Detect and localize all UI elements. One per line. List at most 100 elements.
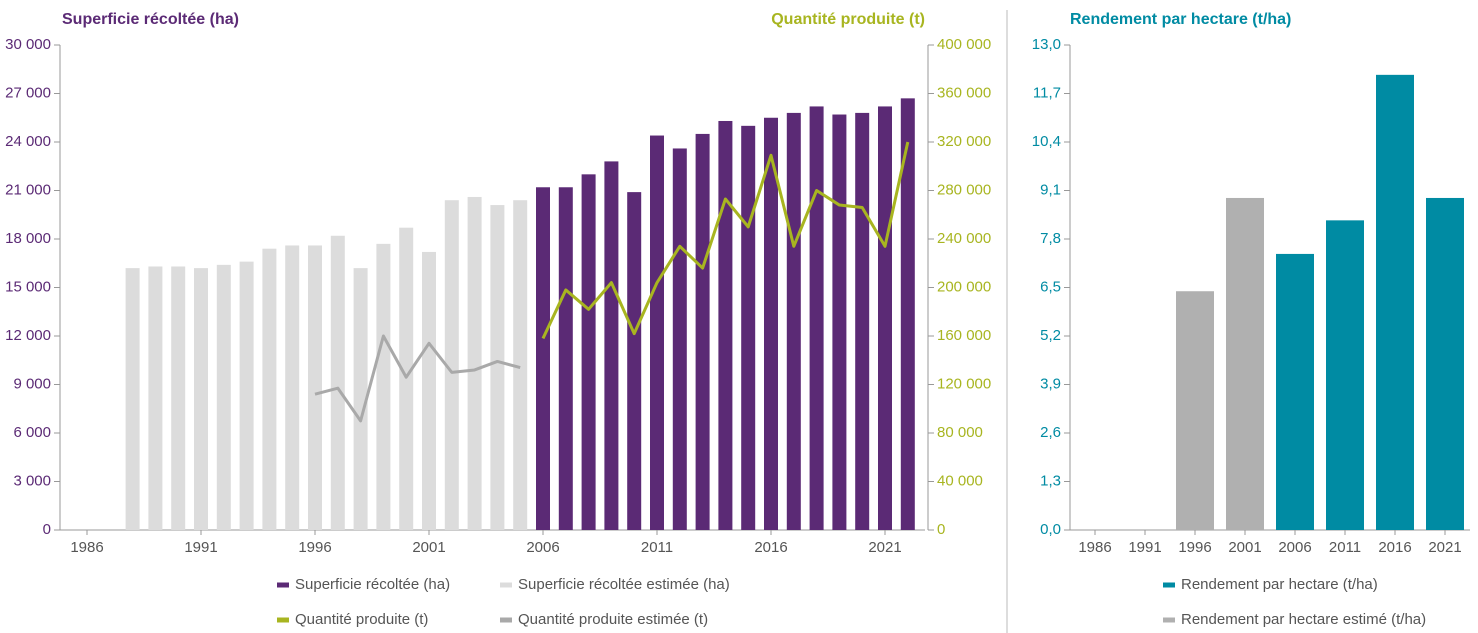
x-tick-label: 1986	[70, 539, 103, 556]
x-tick-label: 2021	[868, 539, 901, 556]
bar	[1226, 197, 1264, 530]
x-tick-label: 2021	[1428, 539, 1461, 556]
bar	[239, 261, 254, 530]
y-tick-label: 30 000	[5, 36, 51, 53]
bar	[809, 106, 824, 530]
y-tick-label: 0,0	[1040, 521, 1061, 538]
legend-label: Quantité produite estimée (t)	[518, 611, 708, 628]
bar	[399, 227, 414, 530]
y-axis-title: Rendement par hectare (t/ha)	[1070, 11, 1291, 28]
legend-swatch	[1163, 582, 1175, 588]
legend-swatch	[277, 582, 289, 588]
x-tick-label: 1991	[1128, 539, 1161, 556]
legend-label: Quantité produite (t)	[295, 611, 428, 628]
y-tick-label: 6,5	[1040, 278, 1061, 295]
y-tick-label: 13,0	[1032, 36, 1061, 53]
bar	[718, 120, 733, 530]
y-tick-label: 6 000	[13, 424, 51, 441]
y-tick-label: 24 000	[5, 133, 51, 150]
legend-label: Superficie récoltée estimée (ha)	[518, 576, 730, 593]
legend-swatch	[500, 617, 512, 623]
x-tick-label: 2011	[641, 539, 673, 556]
bar	[285, 245, 300, 530]
y-tick-label: 1,3	[1040, 472, 1061, 489]
bar	[604, 161, 619, 530]
y2-tick-label: 280 000	[937, 181, 991, 198]
bar	[148, 266, 163, 530]
bar	[125, 268, 140, 530]
bar	[695, 133, 710, 530]
bar	[262, 248, 277, 530]
y2-tick-label: 40 000	[937, 472, 983, 489]
y2-tick-label: 80 000	[937, 424, 983, 441]
bar	[513, 200, 528, 530]
bar	[1176, 291, 1214, 530]
bar	[1376, 74, 1414, 530]
y-tick-label: 9 000	[13, 375, 51, 392]
x-tick-label: 1996	[1178, 539, 1211, 556]
y-tick-label: 7,8	[1040, 230, 1061, 247]
x-tick-label: 2016	[1378, 539, 1411, 556]
bar	[1426, 197, 1464, 530]
y-tick-label: 2,6	[1040, 424, 1061, 441]
bar	[490, 205, 505, 531]
bar	[171, 266, 186, 530]
y2-tick-label: 400 000	[937, 36, 991, 53]
x-tick-label: 2001	[1228, 539, 1261, 556]
y-tick-label: 27 000	[5, 84, 51, 101]
bar	[878, 106, 892, 530]
y2-tick-label: 360 000	[937, 84, 991, 101]
y2-tick-label: 0	[937, 521, 945, 538]
y-tick-label: 15 000	[5, 278, 51, 295]
bar	[1326, 220, 1364, 530]
legend-label: Superficie récoltée (ha)	[295, 576, 450, 593]
y-axis-title: Superficie récoltée (ha)	[62, 11, 239, 28]
x-tick-label: 2001	[412, 539, 445, 556]
bar	[672, 148, 687, 530]
bar	[216, 264, 231, 530]
y-tick-label: 10,4	[1032, 133, 1061, 150]
bar	[308, 245, 322, 530]
line	[541, 141, 910, 340]
bar	[900, 98, 915, 530]
y2-tick-label: 160 000	[937, 327, 991, 344]
legend-swatch	[277, 617, 289, 623]
y2-tick-label: 120 000	[937, 375, 991, 392]
bar	[330, 235, 345, 530]
y2-tick-label: 320 000	[937, 133, 991, 150]
y-tick-label: 3,9	[1040, 375, 1061, 392]
bar	[353, 268, 368, 530]
bar	[558, 187, 573, 530]
bar	[832, 114, 847, 531]
bar	[376, 243, 391, 530]
bar	[764, 117, 778, 530]
x-tick-label: 2011	[1329, 539, 1361, 556]
bar	[422, 251, 436, 530]
x-tick-label: 2006	[526, 539, 559, 556]
y-tick-label: 0	[43, 521, 51, 538]
y2-tick-label: 200 000	[937, 278, 991, 295]
x-tick-label: 1991	[184, 539, 217, 556]
bar	[650, 135, 664, 531]
legend-label: Rendement par hectare (t/ha)	[1181, 576, 1378, 593]
y-tick-label: 18 000	[5, 230, 51, 247]
legend-label: Rendement par hectare estimé (t/ha)	[1181, 611, 1426, 628]
bar	[444, 200, 459, 530]
y-tick-label: 21 000	[5, 181, 51, 198]
bar	[627, 192, 642, 530]
y-tick-label: 5,2	[1040, 327, 1061, 344]
y-tick-label: 9,1	[1040, 181, 1061, 198]
x-tick-label: 2016	[754, 539, 787, 556]
bar	[467, 196, 482, 530]
y2-tick-label: 240 000	[937, 230, 991, 247]
y2-axis-title: Quantité produite (t)	[771, 11, 925, 28]
y-tick-label: 11,7	[1033, 84, 1061, 101]
x-tick-label: 2006	[1278, 539, 1311, 556]
bar	[194, 268, 208, 530]
x-tick-label: 1986	[1078, 539, 1111, 556]
bar	[786, 112, 801, 531]
x-tick-label: 1996	[298, 539, 331, 556]
y-tick-label: 12 000	[5, 327, 51, 344]
legend-swatch	[1163, 617, 1175, 623]
